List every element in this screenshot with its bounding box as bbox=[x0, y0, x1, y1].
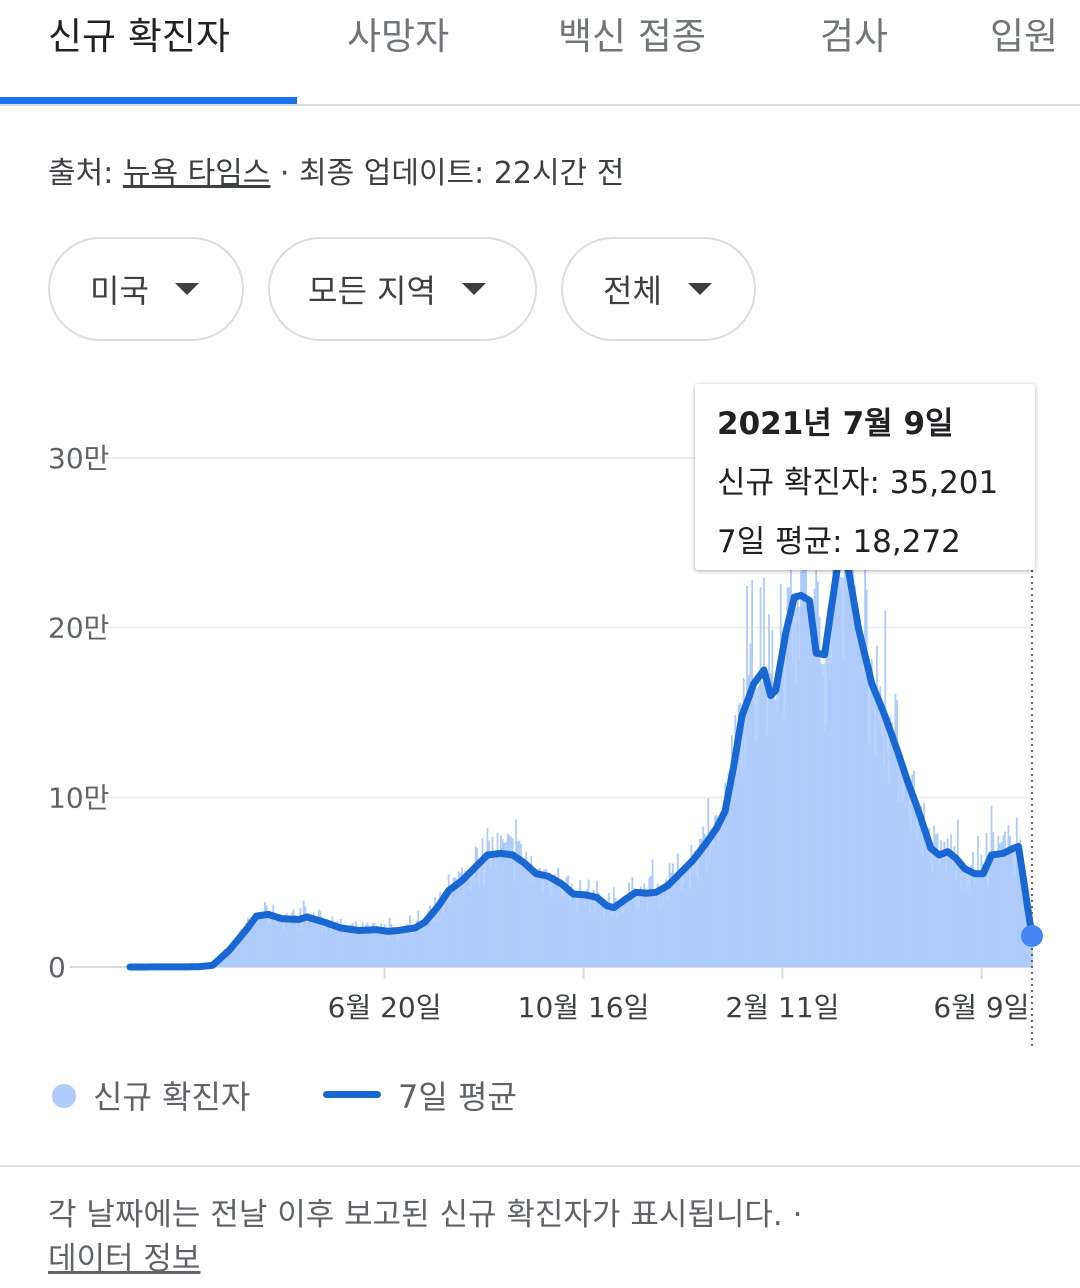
cases-chart[interactable]: 0 10만 20만 30만 6월 20일 10월 16일 2월 11일 6월 9일 bbox=[0, 370, 1080, 1060]
tab-deaths[interactable]: 사망자 bbox=[347, 15, 450, 58]
tooltip-date: 2021년 7월 9일 bbox=[717, 406, 954, 442]
tooltip-average-value: 18,272 bbox=[852, 524, 961, 560]
dropdown-caret-icon bbox=[174, 283, 199, 295]
region-dropdown[interactable]: 모든 지역 bbox=[268, 237, 537, 341]
tab-vaccinations[interactable]: 백신 접종 bbox=[558, 15, 706, 58]
dropdown-caret-icon bbox=[687, 283, 712, 295]
tooltip-new-cases-label: 신규 확진자: bbox=[717, 465, 890, 501]
tooltip-average-label: 7일 평균: bbox=[717, 524, 853, 560]
tab-bar: 신규 확진자 사망자 백신 접종 검사 입원 bbox=[0, 0, 1080, 106]
y-tick-label: 10만 bbox=[48, 781, 109, 814]
legend-line-label: 7일 평균 bbox=[398, 1078, 517, 1116]
data-info-link[interactable]: 데이터 정보 bbox=[48, 1241, 201, 1277]
period-dropdown-label: 전체 bbox=[603, 272, 662, 310]
tooltip-average: 7일 평균: 18,272 bbox=[717, 516, 1035, 561]
footnote-separator: · bbox=[792, 1197, 803, 1233]
source-prefix: 출처: bbox=[48, 156, 123, 191]
seven-day-average-line bbox=[126, 559, 1036, 971]
active-tab-indicator bbox=[0, 97, 297, 104]
country-dropdown-label: 미국 bbox=[90, 272, 149, 310]
chart-tooltip: 2021년 7월 9일 신규 확진자: 35,201 7일 평균: 18,272 bbox=[695, 384, 1035, 570]
dropdown-caret-icon bbox=[461, 283, 486, 295]
source-link[interactable]: 뉴욕 타임스 bbox=[122, 156, 271, 191]
tab-tests[interactable]: 검사 bbox=[820, 15, 889, 58]
tab-new-cases[interactable]: 신규 확진자 bbox=[48, 15, 230, 58]
source-line: 출처: 뉴욕 타임스 · 최종 업데이트: 22시간 전 bbox=[48, 148, 624, 192]
y-tick-label: 0 bbox=[48, 951, 66, 984]
hover-point-marker bbox=[1021, 924, 1043, 947]
x-tick-label: 6월 20일 bbox=[328, 991, 442, 1024]
legend-line-swatch bbox=[323, 1091, 381, 1098]
tooltip-new-cases-value: 35,201 bbox=[889, 465, 999, 501]
tooltip-new-cases: 신규 확진자: 35,201 bbox=[717, 457, 1035, 502]
country-dropdown[interactable]: 미국 bbox=[48, 237, 244, 341]
last-updated: · 최종 업데이트: 22시간 전 bbox=[270, 156, 625, 191]
legend-bars-swatch bbox=[52, 1084, 76, 1108]
footnote-text: 각 날짜에는 전날 이후 보고된 신규 확진자가 표시됩니다. bbox=[48, 1197, 793, 1233]
x-tick-label: 2월 11일 bbox=[726, 991, 840, 1024]
divider bbox=[0, 1165, 1080, 1167]
x-tick-label: 6월 9일 bbox=[933, 991, 1029, 1024]
cases-chart-svg: 0 10만 20만 30만 6월 20일 10월 16일 2월 11일 6월 9일 bbox=[48, 419, 1043, 1050]
region-dropdown-label: 모든 지역 bbox=[308, 272, 436, 310]
legend-bars-label: 신규 확진자 bbox=[93, 1078, 251, 1116]
y-tick-label: 20만 bbox=[48, 612, 109, 645]
x-tick-label: 10월 16일 bbox=[518, 991, 650, 1024]
y-tick-label: 30만 bbox=[48, 442, 109, 475]
period-dropdown[interactable]: 전체 bbox=[561, 237, 756, 341]
tab-hospitalizations[interactable]: 입원 bbox=[990, 15, 1059, 58]
footnote: 각 날짜에는 전날 이후 보고된 신규 확진자가 표시됩니다. · 데이터 정보 bbox=[48, 1193, 1048, 1281]
cases-area bbox=[130, 575, 1032, 967]
